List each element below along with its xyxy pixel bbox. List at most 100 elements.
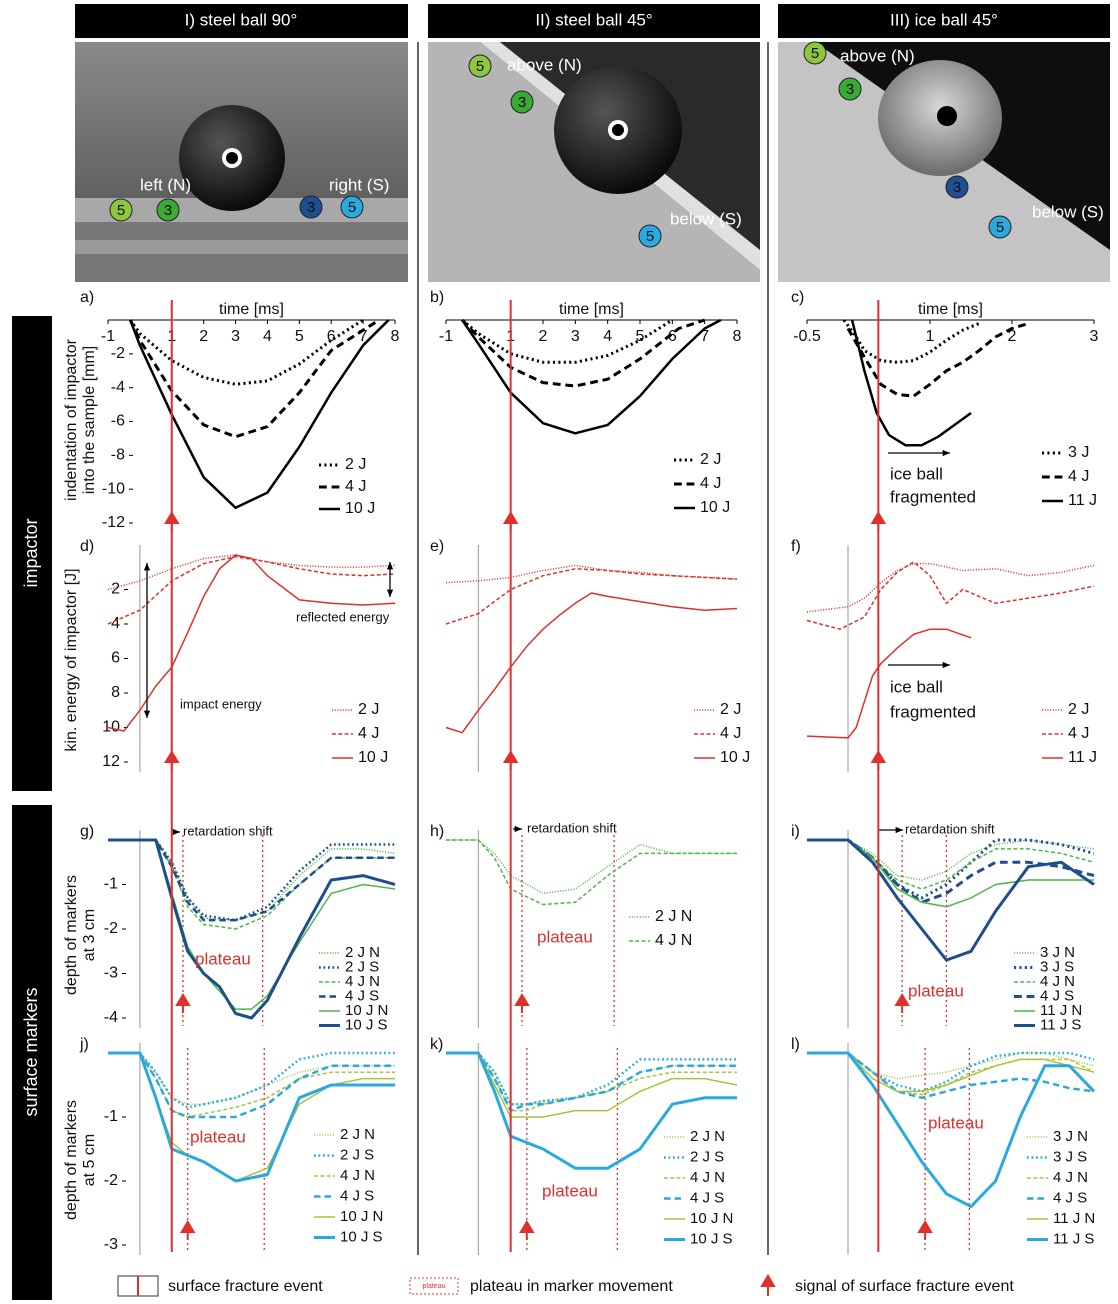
series-line xyxy=(461,318,706,388)
marker-dot xyxy=(299,195,323,219)
legend-label: 10 J xyxy=(720,749,750,766)
legend-label: 2 J N xyxy=(340,1126,375,1143)
y-tick-label: -1 xyxy=(104,876,118,893)
series-line xyxy=(807,838,1095,962)
series-line xyxy=(807,1051,1095,1100)
fracture-signal-arrow xyxy=(894,993,910,1013)
series-line xyxy=(850,319,972,447)
photo xyxy=(428,42,760,282)
panel-label: k) xyxy=(430,1036,443,1053)
y-tick-label: -6 xyxy=(111,413,125,430)
y-tick-label: 4 xyxy=(111,615,120,632)
legend-label: 10 J S xyxy=(690,1230,733,1247)
arrow-head xyxy=(172,828,180,836)
x-tick-label: 1 xyxy=(926,328,935,345)
fracture-signal-arrow xyxy=(164,511,180,531)
y-tick-label: -3 xyxy=(104,965,118,982)
y-tick-label: 12 xyxy=(102,753,120,770)
series-line xyxy=(108,839,395,930)
legend-label: 11 J N xyxy=(1040,1002,1082,1019)
x-tick-label: -1 xyxy=(101,328,115,345)
legend-label: 2 J S xyxy=(345,958,379,975)
series-line xyxy=(445,568,738,625)
legend-label: 10 J xyxy=(358,749,388,766)
marker-label: 5 xyxy=(811,45,819,62)
header-bar xyxy=(75,4,408,38)
annotation: plateau xyxy=(542,1181,598,1200)
photo xyxy=(75,42,408,282)
x-tick-label: 6 xyxy=(327,328,336,345)
legend-icon-text: plateau xyxy=(423,1283,446,1290)
series-line xyxy=(807,1052,1095,1080)
panel-label: b) xyxy=(430,289,444,306)
x-tick-label: 3 xyxy=(571,328,580,345)
legend-label: 2 J xyxy=(720,701,741,718)
marker-label: 3 xyxy=(846,81,854,98)
x-tick-label: -1 xyxy=(439,328,453,345)
fracture-signal-arrow xyxy=(502,750,519,770)
marker-dot xyxy=(638,224,662,248)
legend-label: 10 J N xyxy=(690,1210,733,1227)
x-tick-label: 3 xyxy=(1090,328,1099,345)
column-title: III) ice ball 45° xyxy=(890,10,998,29)
legend-label: 2 J N xyxy=(345,944,380,961)
series-line xyxy=(129,318,364,386)
fracture-signal-arrow xyxy=(519,1220,535,1240)
y-tick-label: 8 xyxy=(111,684,120,701)
x-tick-label: 4 xyxy=(263,328,272,345)
legend-label: 4 J xyxy=(720,725,741,742)
series-line xyxy=(108,1052,395,1105)
fracture-signal-arrow xyxy=(917,1220,933,1240)
annotation: plateau xyxy=(190,1127,246,1146)
series-line xyxy=(107,555,396,625)
legend-label: 2 J xyxy=(345,456,366,473)
legend-label: 4 J S xyxy=(1040,987,1074,1004)
marker-label: 5 xyxy=(476,58,484,75)
legend-label: 4 J S xyxy=(1053,1189,1087,1206)
legend-label: 2 J N xyxy=(690,1128,725,1145)
arrow-head xyxy=(514,825,522,833)
annotation: ice ball xyxy=(890,677,943,696)
panel-label: i) xyxy=(791,823,800,840)
series-line xyxy=(107,554,396,591)
series-line xyxy=(806,628,972,739)
annotation: retardation shift xyxy=(183,823,273,838)
legend-label: 10 J S xyxy=(345,1016,388,1033)
series-line xyxy=(108,838,395,922)
legend-text: signal of surface fracture event xyxy=(795,1278,1014,1295)
arrow-head xyxy=(143,563,151,571)
legend-label: 4 J N xyxy=(340,1167,375,1184)
series-line xyxy=(446,839,737,906)
legend-label: 3 J N xyxy=(1053,1128,1088,1145)
x-tick-label: 2 xyxy=(539,328,548,345)
legend-label: 4 J S xyxy=(690,1189,724,1206)
series-line xyxy=(108,1051,395,1183)
x-tick-label: 3 xyxy=(231,328,240,345)
photo-label: left (N) xyxy=(140,175,191,194)
marker-dot xyxy=(109,198,133,222)
legend-label: 3 J N xyxy=(1040,944,1075,961)
series-line xyxy=(807,839,1095,890)
column-title: I) steel ball 90° xyxy=(185,10,298,29)
annotation: retardation shift xyxy=(905,821,995,836)
legend-label: 2 J S xyxy=(340,1146,374,1163)
legend-label: 10 J N xyxy=(345,1002,388,1019)
y-tick-label: -3 xyxy=(104,1236,118,1253)
x-tick-label: 8 xyxy=(391,328,400,345)
legend-label: 2 J N xyxy=(655,908,692,925)
fracture-signal-arrow xyxy=(502,511,519,531)
y-tick-label: -2 xyxy=(104,1172,118,1189)
series-line xyxy=(445,564,738,584)
legend-label: 4 J xyxy=(358,725,379,742)
series-line xyxy=(108,839,396,921)
y-tick-label: 10 xyxy=(102,719,120,736)
arrow-head xyxy=(143,710,151,718)
marker-dot xyxy=(468,54,492,78)
series-line xyxy=(807,838,1095,904)
series-line xyxy=(842,319,980,364)
x-tick-label: 8 xyxy=(733,328,742,345)
marker-dot xyxy=(803,41,827,65)
column-title: II) steel ball 45° xyxy=(535,10,652,29)
series-line xyxy=(446,1051,737,1112)
marker-label: 5 xyxy=(996,219,1004,236)
